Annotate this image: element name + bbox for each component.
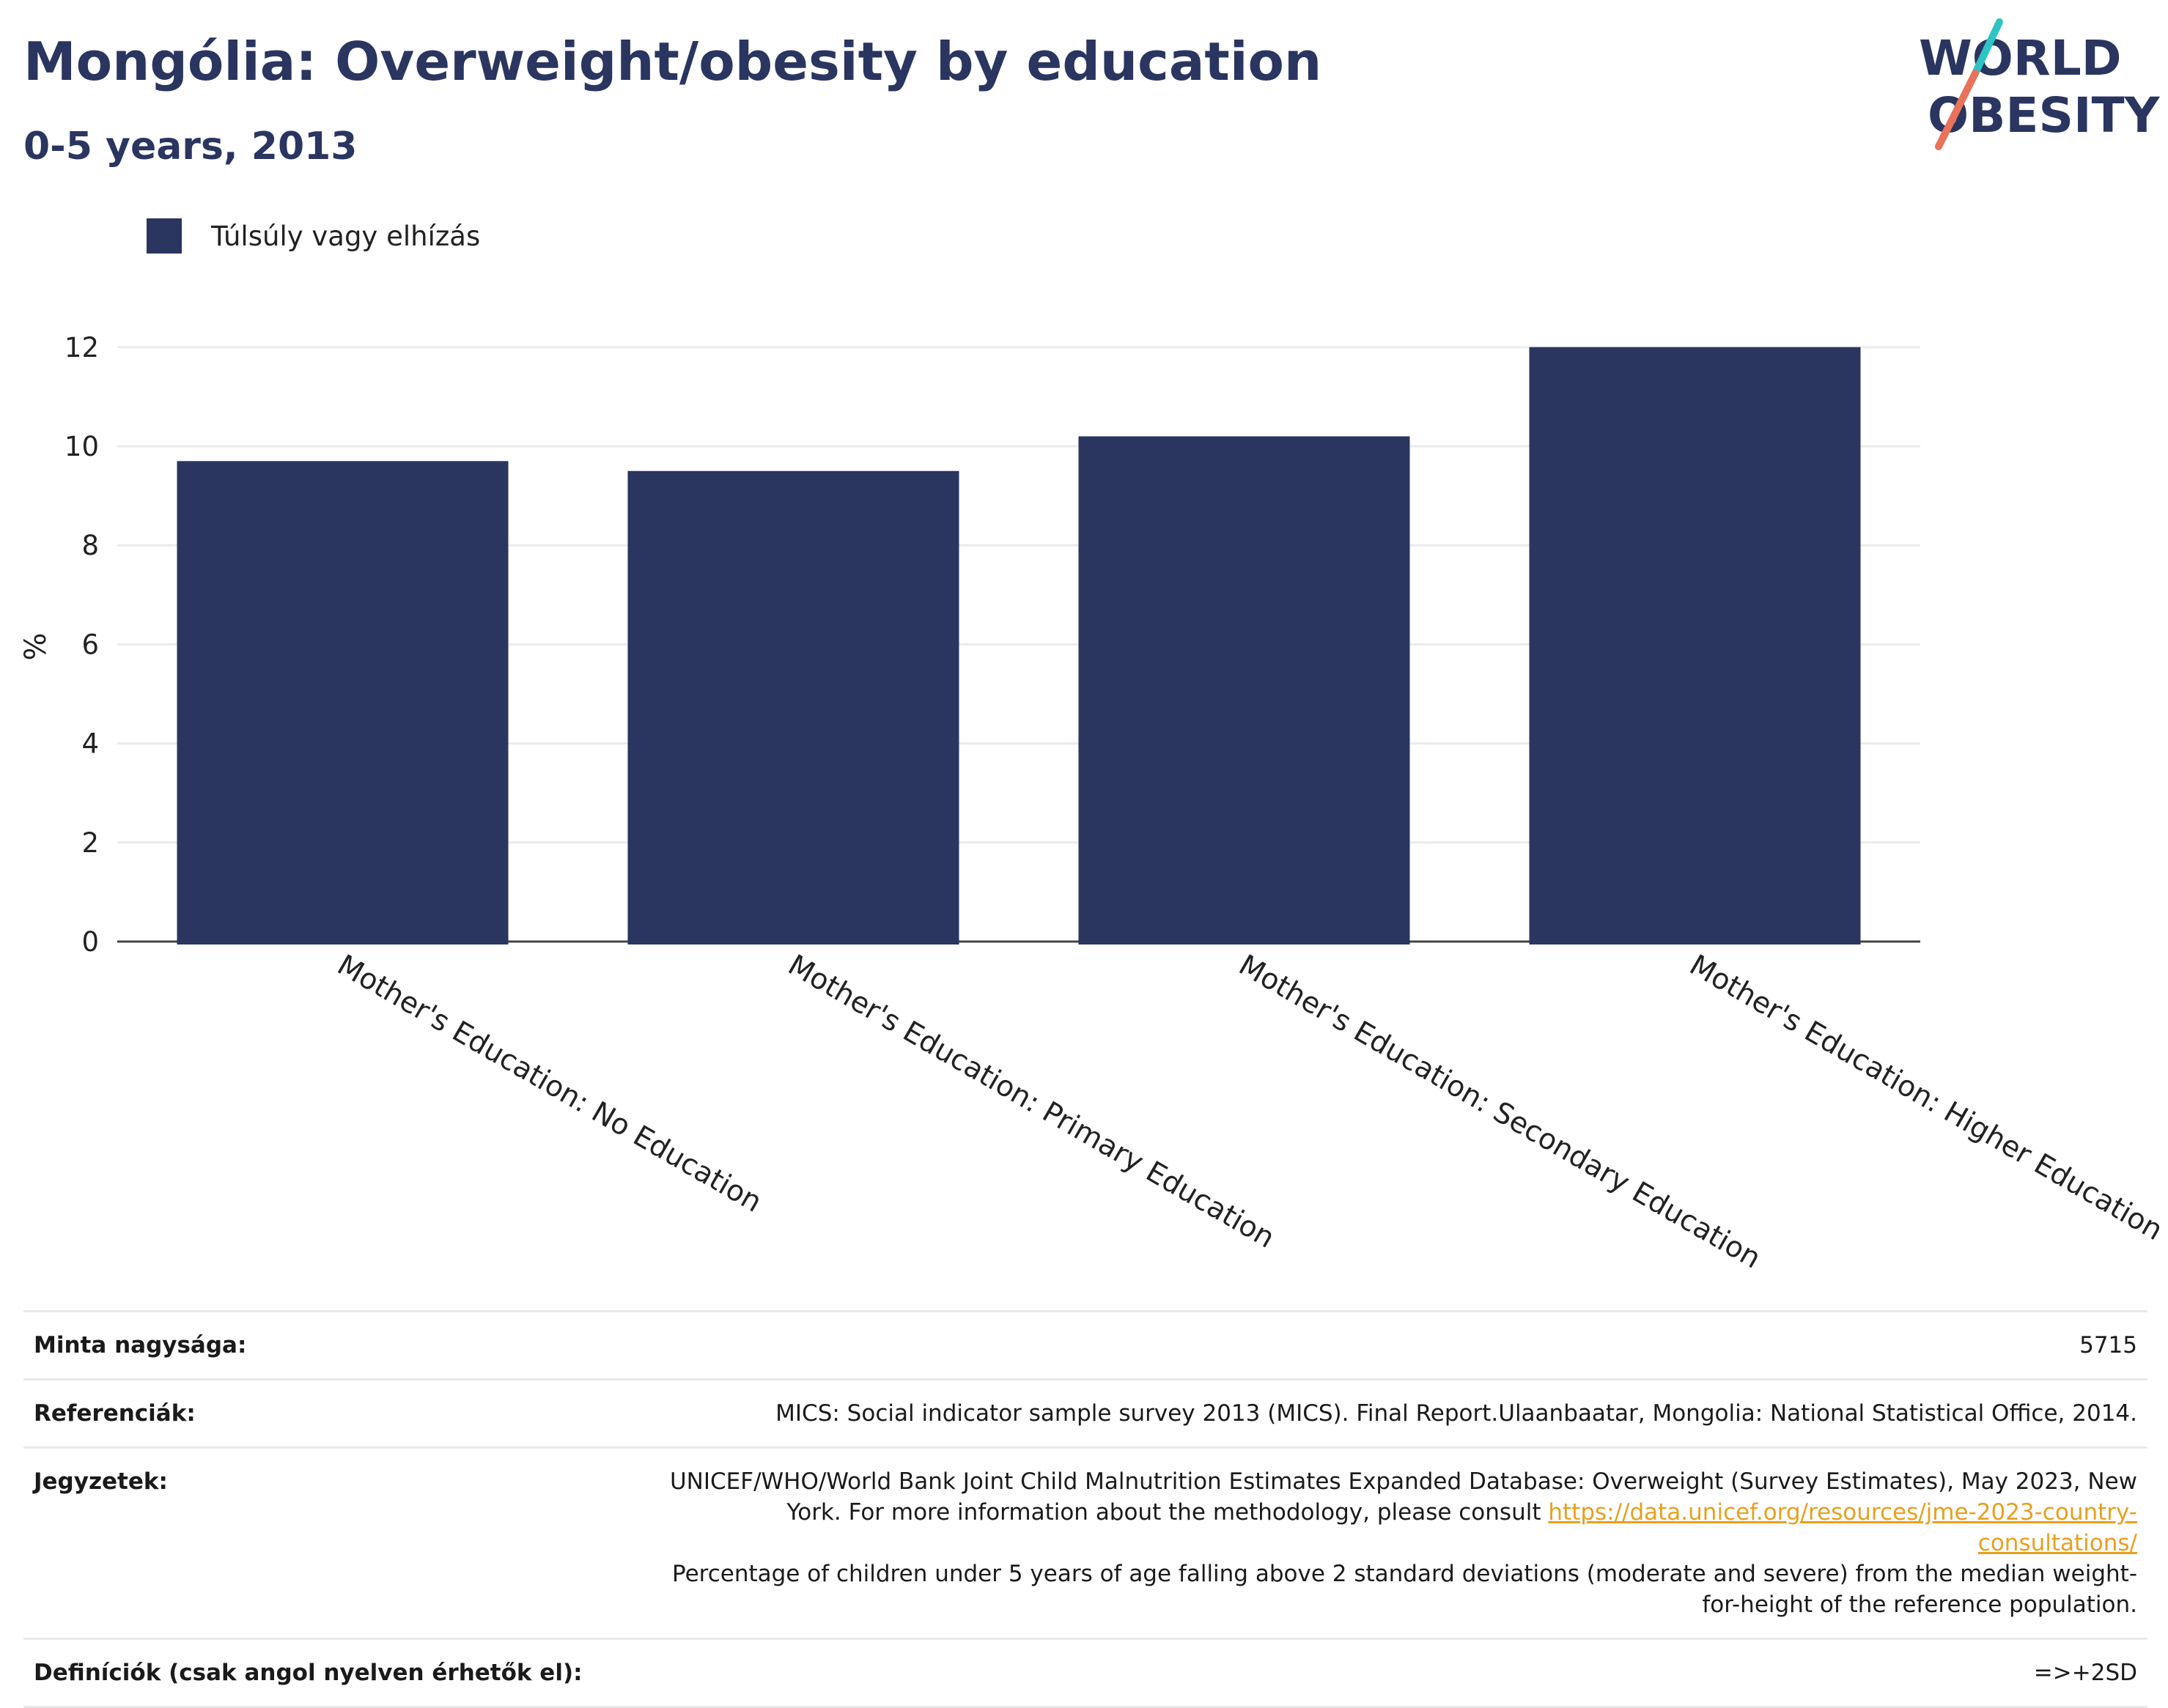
world-obesity-logo: WORLD OBESITY <box>1906 22 2155 154</box>
definitions-label: Definíciók (csak angol nyelven érhetők e… <box>34 1657 583 1688</box>
y-tick-label: 0 <box>81 926 99 958</box>
y-tick-label: 12 <box>64 332 99 363</box>
references-row: Referenciák: MICS: Social indicator samp… <box>23 1378 2147 1446</box>
notes-text-2: Percentage of children under 5 years of … <box>635 1559 2137 1620</box>
legend-swatch <box>147 218 182 254</box>
x-tick-label: Mother's Education: No Education <box>332 949 767 1219</box>
bar <box>177 461 508 944</box>
legend-label: Túlsúly vagy elhízás <box>211 221 480 252</box>
definitions-value: =>+2SD <box>2034 1657 2137 1688</box>
notes-row: Jegyzetek: UNICEF/WHO/World Bank Joint C… <box>23 1446 2147 1638</box>
y-tick-label: 10 <box>64 431 99 462</box>
bar <box>1529 347 1860 944</box>
bar <box>1078 436 1409 944</box>
references-label: Referenciák: <box>34 1398 196 1429</box>
y-axis-label: % <box>19 632 53 660</box>
bar <box>627 471 959 944</box>
chart-legend: Túlsúly vagy elhízás <box>147 218 480 254</box>
sample-size-value: 5715 <box>2079 1330 2137 1361</box>
x-tick-label: Mother's Education: Primary Education <box>783 949 1280 1255</box>
bar-chart: 0 2 4 6 8 10 12% Mother's Education: No Educati… <box>0 278 2168 1282</box>
definitions-row: Definíciók (csak angol nyelven érhetők e… <box>23 1638 2147 1708</box>
y-tick-label: 2 <box>81 827 99 859</box>
page-subtitle: 0-5 years, 2013 <box>23 125 357 169</box>
notes-link[interactable]: https://data.unicef.org/resources/jme-20… <box>1548 1499 2137 1556</box>
y-tick-label: 8 <box>81 530 99 561</box>
y-tick-label: 4 <box>81 728 99 760</box>
references-value: MICS: Social indicator sample survey 201… <box>775 1398 2137 1429</box>
notes-label: Jegyzetek: <box>34 1466 168 1497</box>
logo-line-1: WORLD <box>1919 30 2122 86</box>
x-tick-label: Mother's Education: Higher Education <box>1684 949 2168 1247</box>
page-title: Mongólia: Overweight/obesity by educatio… <box>23 31 1321 92</box>
y-tick-label: 6 <box>81 629 99 660</box>
chart-footer-table: Minta nagysága: 5715 Referenciák: MICS: … <box>23 1310 2147 1708</box>
sample-size-row: Minta nagysága: 5715 <box>23 1310 2147 1378</box>
sample-size-label: Minta nagysága: <box>34 1330 246 1361</box>
x-tick-label: Mother's Education: Secondary Education <box>1234 949 1766 1276</box>
notes-value: UNICEF/WHO/World Bank Joint Child Malnut… <box>635 1466 2137 1620</box>
